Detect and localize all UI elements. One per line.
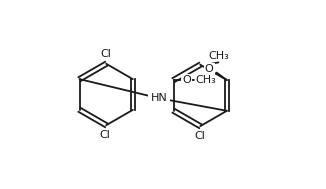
Text: Cl: Cl: [195, 131, 206, 141]
Text: CH₃: CH₃: [208, 51, 229, 61]
Text: CH₃: CH₃: [195, 75, 216, 85]
Text: HN: HN: [151, 93, 167, 103]
Text: O: O: [205, 64, 214, 74]
Text: O: O: [182, 75, 191, 85]
Text: Cl: Cl: [101, 49, 111, 59]
Text: Cl: Cl: [99, 130, 110, 140]
